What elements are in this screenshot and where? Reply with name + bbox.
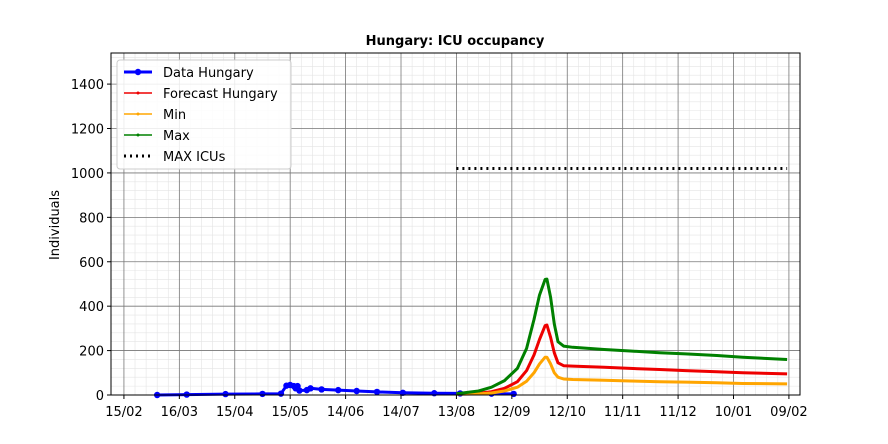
legend-box	[116, 59, 292, 170]
data-point	[335, 386, 342, 394]
x-tick-label: 12/10	[549, 405, 586, 420]
x-tick-label: 15/05	[271, 405, 308, 420]
data-point	[373, 388, 381, 396]
x-tick-label: 14/06	[327, 405, 364, 420]
y-tick-label: 1000	[71, 167, 104, 182]
plot-area: 0 200 400 600 800 1000 1200 1400 15/02 16/03 15/04…	[71, 52, 808, 420]
data-point	[353, 387, 360, 395]
legend-label-0: Data Hungary	[163, 66, 254, 81]
data-point	[277, 390, 285, 397]
y-tick-label: 400	[79, 300, 104, 315]
y-tick-label: 600	[79, 256, 104, 271]
data-point	[296, 387, 303, 394]
series-line-0	[157, 383, 514, 397]
x-tick-label: 11/12	[659, 405, 696, 420]
x-tick-label: 10/01	[715, 405, 752, 420]
legend: Data Hungary Forecast Hungary Min Max MAX IC…	[116, 59, 292, 170]
y-tick-label: 800	[79, 211, 104, 226]
legend-marker-0	[134, 68, 142, 76]
x-tick-label: 16/03	[161, 405, 198, 420]
series-line-3	[456, 277, 788, 396]
data-point	[259, 390, 266, 398]
series-line-2	[456, 355, 788, 396]
data-point	[307, 385, 314, 392]
plot-frame	[110, 52, 801, 396]
y-tick-label: 200	[79, 345, 104, 360]
data-point	[399, 389, 407, 396]
legend-label-1: Forecast Hungary	[163, 87, 278, 102]
legend-marker-3	[136, 133, 140, 137]
legend-label-4: MAX ICUs	[163, 150, 226, 165]
x-tick-label: 15/04	[216, 405, 253, 420]
x-tick-label: 12/09	[493, 405, 530, 420]
x-tick-label: 09/02	[770, 405, 807, 420]
y-tick-label: 1200	[71, 123, 104, 138]
x-tick-label: 14/07	[382, 405, 419, 420]
legend-marker-2	[136, 112, 140, 116]
chart-title: Hungary: ICU occupancy	[366, 34, 545, 49]
y-tick-label: 0	[96, 389, 104, 404]
x-tick-label: 15/02	[105, 405, 142, 420]
y-axis-label: Individuals	[48, 190, 63, 260]
data-point	[318, 386, 325, 393]
legend-label-3: Max	[163, 129, 190, 144]
series-line-1	[456, 323, 788, 396]
data-point	[222, 390, 229, 398]
y-tick-label: 1400	[71, 78, 104, 93]
legend-label-2: Min	[163, 108, 186, 123]
legend-marker-1	[136, 91, 140, 95]
x-tick-label: 11/11	[604, 405, 641, 420]
x-tick-label: 13/08	[438, 405, 475, 420]
